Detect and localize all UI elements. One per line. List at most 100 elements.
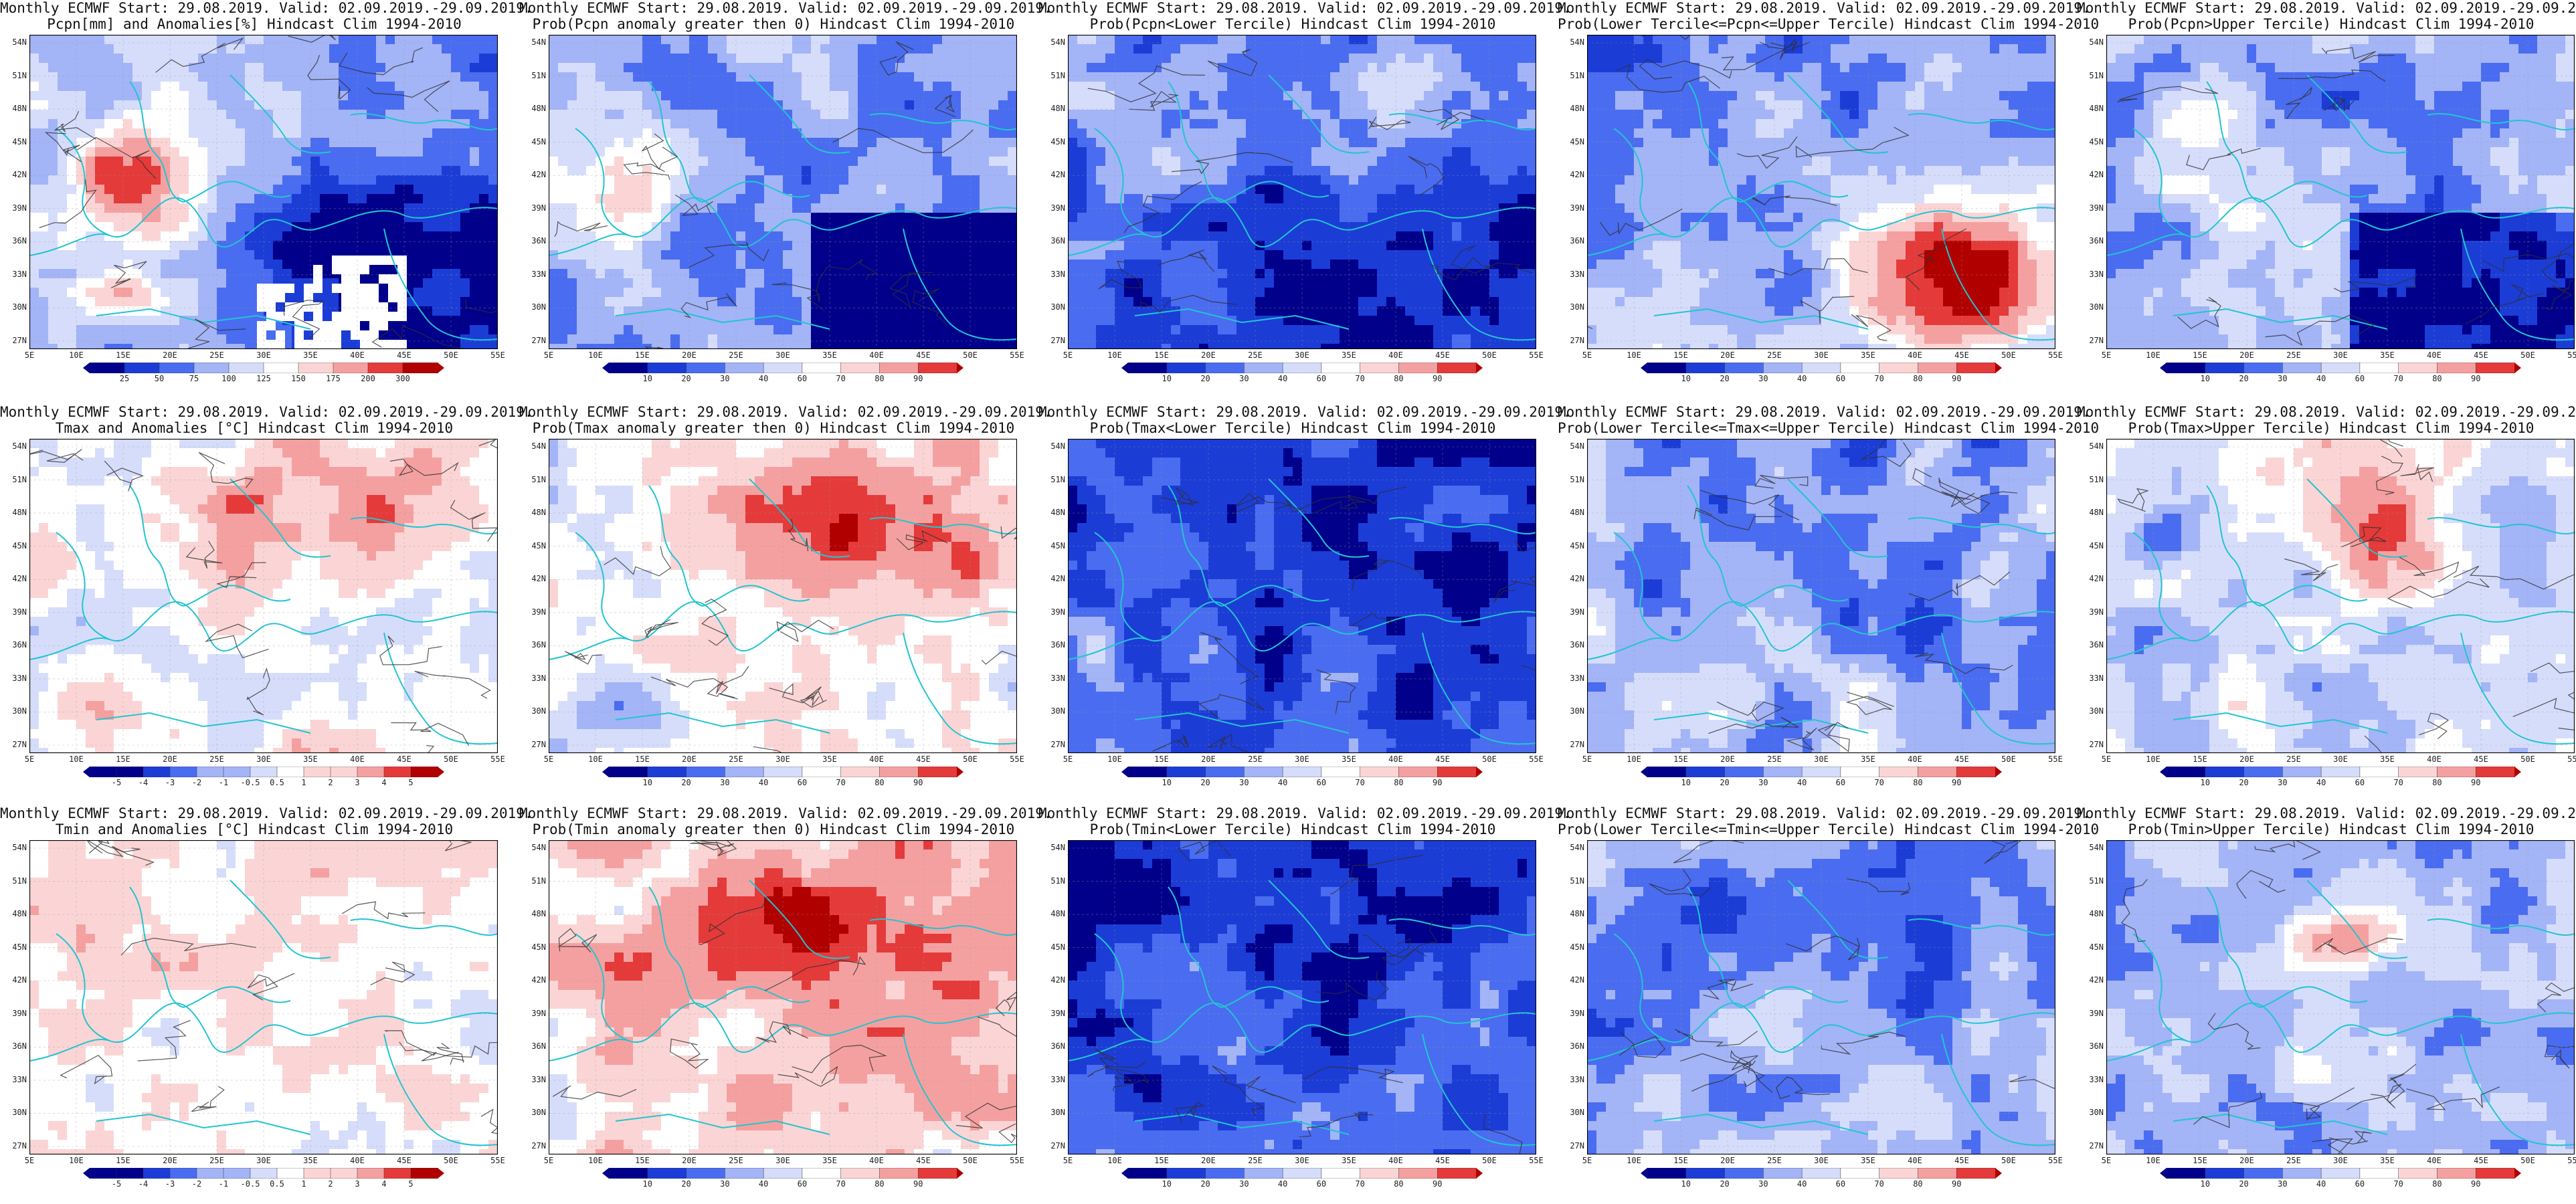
longitude-label: 25E: [1243, 1156, 1267, 1165]
legend-tick-label: -2: [183, 778, 210, 787]
latitude-label: 39N: [1044, 1009, 1065, 1018]
longitude-label: 30E: [771, 755, 795, 764]
longitude-label: 55E: [2043, 350, 2067, 360]
longitude-label: 30E: [771, 1156, 795, 1165]
longitude-label: 20E: [158, 350, 182, 360]
latitude-label: 45N: [2082, 137, 2104, 146]
legend-tick-label: -5: [103, 778, 130, 787]
latitude-label: 54N: [1563, 843, 1584, 852]
longitude-label: 50E: [1477, 1156, 1501, 1165]
panel-title-line2: Prob(Tmax>Upper Tercile) Hindcast Clim 1…: [2077, 420, 2576, 437]
longitude-label: 25E: [1762, 755, 1786, 764]
longitude-label: 20E: [2235, 1156, 2259, 1165]
latitude-label: 30N: [5, 302, 27, 312]
longitude-label: 20E: [158, 1156, 182, 1165]
longitude-label: 30E: [1290, 1156, 1314, 1165]
legend-tick-label: 10: [1673, 1179, 1699, 1189]
legend-tick-label: 70: [2385, 374, 2412, 383]
longitude-label: 45E: [1950, 1156, 1974, 1165]
latitude-label: 36N: [2082, 1041, 2104, 1051]
longitude-label: 10E: [64, 350, 88, 360]
longitude-label: 20E: [2235, 350, 2259, 360]
longitude-label: 45E: [2469, 1156, 2493, 1165]
legend-tick-label: 30: [2269, 778, 2296, 787]
latitude-label: 39N: [525, 203, 546, 213]
legend-tick-label: 90: [1943, 1179, 1970, 1189]
legend-tick-label: 20: [673, 1179, 700, 1189]
longitude-label: 45E: [911, 1156, 935, 1165]
latitude-label: 51N: [1563, 475, 1584, 484]
longitude-label: 15E: [1149, 350, 1174, 360]
latitude-label: 36N: [1044, 236, 1065, 245]
latitude-label: 54N: [2082, 37, 2104, 47]
map-panel: Monthly ECMWF Start: 29.08.2019. Valid: …: [2077, 805, 2576, 1204]
latitude-label: 33N: [1563, 270, 1584, 279]
latitude-label: 48N: [5, 104, 27, 113]
latitude-label: 39N: [5, 203, 27, 213]
latitude-label: 45N: [2082, 541, 2104, 550]
latitude-label: 36N: [1563, 1041, 1584, 1051]
longitude-label: 5E: [17, 350, 41, 360]
longitude-label: 50E: [2516, 755, 2540, 764]
legend-tick-label: 10: [1673, 374, 1699, 383]
latitude-label: 39N: [1044, 607, 1065, 617]
legend-tick-label: 70: [828, 1179, 854, 1189]
legend-tick-label: 40: [1269, 1179, 1296, 1189]
latitude-label: 36N: [525, 640, 546, 649]
forecast-map: [549, 35, 1017, 349]
longitude-label: 40E: [864, 755, 889, 764]
latitude-label: 51N: [1044, 876, 1065, 886]
legend-tick-label: -4: [130, 1179, 157, 1189]
latitude-label: 42N: [2082, 170, 2104, 179]
legend-tick-label: 90: [905, 1179, 931, 1189]
panel-title-line1: Monthly ECMWF Start: 29.08.2019. Valid: …: [519, 404, 1052, 421]
legend-tick-label: 60: [2347, 374, 2373, 383]
legend-tick-label: 60: [1827, 778, 1854, 787]
legend-tick-label: -2: [183, 1179, 210, 1189]
latitude-label: 36N: [5, 236, 27, 245]
legend-tick-label: 0.5: [264, 778, 290, 787]
legend-tick-label: 75: [181, 374, 207, 383]
color-legend: [1641, 1168, 2002, 1179]
longitude-label: 55E: [486, 755, 510, 764]
latitude-label: 45N: [1563, 137, 1584, 146]
longitude-label: 20E: [158, 755, 182, 764]
latitude-label: 30N: [5, 1108, 27, 1117]
latitude-label: 36N: [1044, 640, 1065, 649]
longitude-label: 25E: [1243, 350, 1267, 360]
longitude-label: 35E: [1856, 1156, 1880, 1165]
panel-title-line2: Prob(Pcpn>Upper Tercile) Hindcast Clim 1…: [2077, 16, 2576, 33]
panel-title-line1: Monthly ECMWF Start: 29.08.2019. Valid: …: [2077, 0, 2576, 17]
panel-title-line2: Prob(Tmin<Lower Tercile) Hindcast Clim 1…: [1038, 821, 1547, 838]
latitude-label: 30N: [525, 302, 546, 312]
forecast-map: [549, 840, 1017, 1155]
legend-tick-label: 20: [2231, 1179, 2258, 1189]
map-panel: Monthly ECMWF Start: 29.08.2019. Valid: …: [0, 404, 533, 803]
longitude-label: 35E: [298, 1156, 323, 1165]
panel-title-line1: Monthly ECMWF Start: 29.08.2019. Valid: …: [0, 805, 533, 822]
latitude-label: 39N: [2082, 203, 2104, 213]
longitude-label: 5E: [17, 755, 41, 764]
longitude-label: 10E: [583, 350, 608, 360]
longitude-label: 10E: [64, 755, 88, 764]
legend-tick-label: 25: [111, 374, 138, 383]
legend-tick-label: -0.5: [237, 778, 264, 787]
legend-tick-label: 80: [866, 374, 893, 383]
longitude-label: 45E: [911, 350, 935, 360]
color-legend: [1641, 363, 2002, 373]
longitude-label: 30E: [252, 1156, 276, 1165]
legend-tick-label: 4: [371, 778, 397, 787]
latitude-label: 39N: [2082, 1009, 2104, 1018]
latitude-label: 54N: [1044, 843, 1065, 852]
longitude-label: 55E: [1005, 1156, 1029, 1165]
panel-title-line2: Prob(Pcpn<Lower Tercile) Hindcast Clim 1…: [1038, 16, 1547, 33]
longitude-label: 35E: [1337, 755, 1361, 764]
latitude-label: 51N: [2082, 475, 2104, 484]
latitude-label: 39N: [525, 607, 546, 617]
latitude-label: 51N: [5, 475, 27, 484]
legend-tick-label: 175: [320, 374, 347, 383]
longitude-label: 50E: [1477, 350, 1501, 360]
longitude-label: 40E: [1384, 755, 1408, 764]
legend-tick-label: 40: [1269, 778, 1296, 787]
longitude-label: 5E: [1056, 1156, 1080, 1165]
